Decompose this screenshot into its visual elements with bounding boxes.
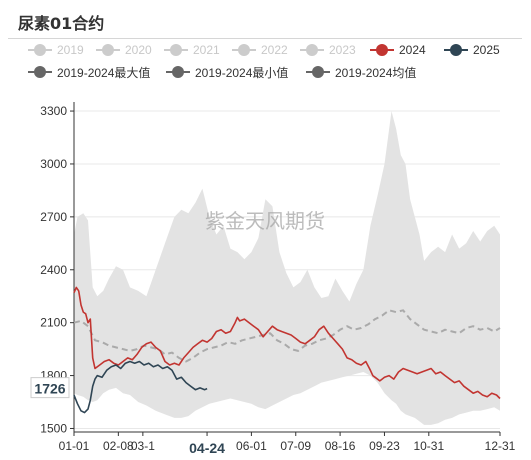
legend-item-2025[interactable]: 2025 [444, 40, 500, 60]
x-tick-label: 01-01 [59, 439, 90, 453]
legend-marker-icon [28, 44, 52, 56]
legend-item-2022[interactable]: 2022 [232, 40, 288, 60]
legend-marker-icon [166, 66, 190, 78]
current-value-label: 1726 [34, 381, 65, 397]
legend-label: 2023 [329, 43, 356, 57]
legend-label: 2025 [473, 43, 500, 57]
legend-marker-icon [28, 66, 52, 78]
legend-marker-icon [370, 44, 394, 56]
legend-marker-icon [444, 44, 468, 56]
legend-label: 2020 [125, 43, 152, 57]
legend-marker-icon [164, 44, 188, 56]
x-tick-label: 10-31 [413, 439, 444, 453]
legend-label: 2019-2024均值 [335, 65, 417, 80]
legend-label: 2019-2024最小值 [195, 65, 289, 80]
legend-item-2019-2024均值[interactable]: 2019-2024均值 [306, 62, 416, 82]
x-tick-label: 12-31 [485, 439, 516, 453]
legend-item-2019[interactable]: 2019 [28, 40, 84, 60]
legend-label: 2021 [193, 43, 220, 57]
x-tick-label: 04-24 [189, 440, 225, 456]
legend-item-2023[interactable]: 2023 [300, 40, 356, 60]
series-line-2019-2024均值 [73, 309, 501, 363]
x-tick-label: 08-16 [325, 439, 356, 453]
y-tick-label: 2700 [40, 210, 67, 224]
legend-item-2019-2024最小值[interactable]: 2019-2024最小值 [166, 62, 288, 82]
current-value-badge: 1726 [30, 377, 70, 399]
legend-label: 2019 [57, 43, 84, 57]
series-line-2025 [73, 360, 208, 414]
y-tick-label: 2100 [40, 316, 67, 330]
x-tick-label: 06-01 [236, 439, 267, 453]
x-tick-label: 02-08 [103, 439, 134, 453]
legend-item-2021[interactable]: 2021 [164, 40, 220, 60]
legend-marker-icon [306, 66, 330, 78]
legend-item-2019-2024最大值[interactable]: 2019-2024最大值 [28, 62, 150, 82]
legend-marker-icon [300, 44, 324, 56]
legend-marker-icon [96, 44, 120, 56]
chart-legend: 2019 2020 2021 2022 2023 2024 2025 2019-2024最大值… [0, 40, 531, 84]
x-tick-label: 03-1 [131, 439, 155, 453]
title-divider [8, 38, 522, 39]
x-tick-label: 09-23 [369, 439, 400, 453]
y-tick-label: 1500 [40, 421, 67, 435]
watermark: 紫金天风期货 [205, 209, 325, 233]
legend-item-2020[interactable]: 2020 [96, 40, 152, 60]
y-tick-label: 3300 [40, 104, 67, 118]
y-tick-label: 3000 [40, 157, 67, 171]
legend-marker-icon [232, 44, 256, 56]
page-title: 尿素01合约 [18, 14, 105, 33]
legend-label: 2022 [261, 43, 288, 57]
max-min-band [74, 111, 500, 425]
legend-label: 2019-2024最大值 [57, 65, 151, 80]
series-line-2024 [73, 286, 501, 400]
legend-item-2024[interactable]: 2024 [370, 40, 426, 60]
legend-label: 2024 [399, 43, 426, 57]
x-tick-label: 07-09 [280, 439, 311, 453]
current-value-box [30, 377, 70, 399]
y-tick-label: 2400 [40, 263, 67, 277]
